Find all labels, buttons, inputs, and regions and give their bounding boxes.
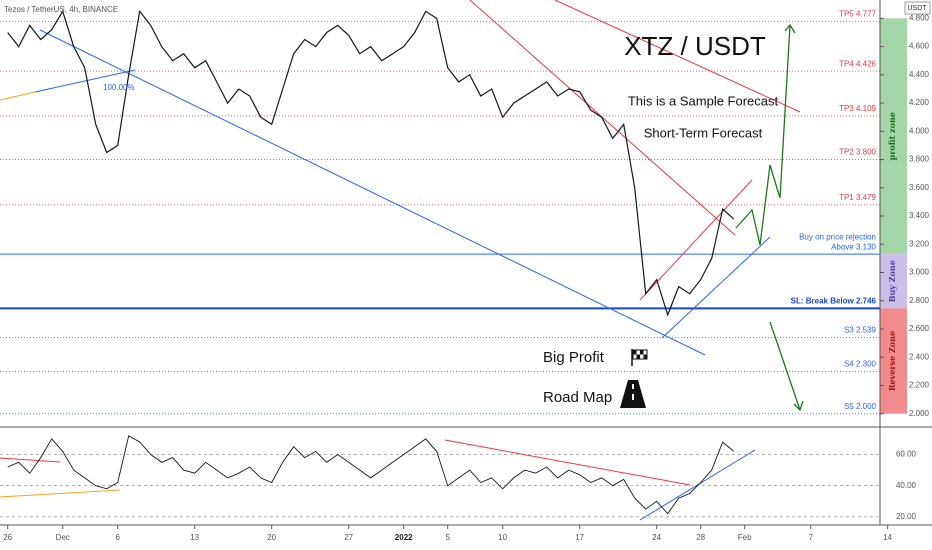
level-label: SL: Break Below 2.746: [791, 296, 877, 305]
forecast-path: [735, 24, 791, 246]
level-label: TP4 4.426: [839, 59, 876, 68]
x-tick-label: 17: [575, 533, 584, 542]
y-tick-label: 4.000: [909, 126, 930, 135]
arrow-head: [793, 400, 804, 412]
x-tick-label: 20: [267, 533, 276, 542]
y-tick-label: 60.00: [896, 450, 917, 459]
trend-line: [0, 91, 36, 101]
level-label: S5 2.000: [844, 402, 877, 411]
x-tick-label: 10: [498, 533, 507, 542]
x-tick-label: 2022: [395, 533, 413, 542]
annotation: This is a Sample Forecast: [628, 93, 779, 108]
trend-line: [444, 439, 691, 486]
series-line: [7, 9, 735, 317]
level-label: Above 3.130: [831, 242, 876, 251]
zone: [880, 308, 907, 414]
zone: [880, 18, 907, 255]
trend-line: [39, 29, 706, 356]
x-tick-label: 28: [696, 533, 705, 542]
trend-line: [661, 236, 771, 339]
y-tick-label: 2.200: [909, 381, 930, 390]
y-tick-label: 2.600: [909, 324, 930, 333]
level-label: TP3 4.109: [839, 104, 876, 113]
y-tick-label: 20.00: [896, 512, 917, 521]
forecast-down: [769, 321, 801, 411]
y-tick-label: 3.600: [909, 183, 930, 192]
levels: profit zone Buy Zone Reverse Zone TP5 4.777…: [0, 10, 907, 415]
y-tick-label: 4.800: [909, 13, 930, 22]
x-tick-label: Feb: [738, 533, 752, 542]
y-tick-label: 2.400: [909, 352, 930, 361]
trend-line: [0, 457, 61, 463]
level-label: TP2 3.800: [839, 148, 876, 157]
rsi-panel: 20.00 40.00 60.00 26 Dec 6 13 20 27 2022 5 10 17 24 28…: [0, 435, 917, 542]
x-tick-label: 26: [3, 533, 12, 542]
y-tick-label: 3.800: [909, 155, 930, 164]
price-panel: 2.000 2.200 2.400 2.600 2.800 3.000 3.200 3.400…: [7, 9, 930, 418]
annotation: Short-Term Forecast: [644, 125, 763, 140]
x-tick-label: 7: [808, 533, 813, 542]
trend-line: [0, 489, 121, 498]
zone-label: Buy Zone: [887, 260, 897, 302]
heading: XTZ / USDT: [624, 31, 766, 61]
zone: [880, 254, 907, 309]
x-tick-label: 13: [190, 533, 199, 542]
level-label: TP5 4.777: [839, 10, 876, 19]
y-tick-label: 4.200: [909, 98, 930, 107]
y-tick-label: 3.000: [909, 268, 930, 277]
annotation: Road Map: [543, 389, 612, 406]
x-tick-label: 27: [344, 533, 353, 542]
x-tick-label: 14: [883, 533, 892, 542]
y-tick-label: 3.400: [909, 211, 930, 220]
road-icon: [620, 380, 646, 408]
trend-line: [639, 449, 756, 521]
x-tick-label: Dec: [56, 533, 70, 542]
zone-label: profit zone: [887, 112, 897, 160]
level-label: TP1 3.479: [839, 193, 876, 202]
trend-line: [34, 69, 136, 93]
x-tick-label: 24: [652, 533, 661, 542]
chart-title: Tezos / TetherUS, 4h, BINANCE: [4, 5, 118, 14]
flag-icon: [631, 349, 648, 366]
trend-line: [639, 179, 753, 301]
trend-line: [554, 0, 801, 113]
annotation: Big Profit: [543, 349, 605, 366]
fib-label: 100.00%: [103, 83, 135, 92]
y-tick-label: 4.400: [909, 70, 930, 79]
x-tick-label: 6: [115, 533, 120, 542]
arrow-head: [784, 23, 796, 34]
level-label: S4 2.300: [844, 359, 877, 368]
y-tick-label: 2.800: [909, 296, 930, 305]
currency-box: [904, 1, 931, 15]
level-note: Buy on price rejection: [799, 232, 876, 241]
y-tick-label: 40.00: [896, 481, 917, 490]
y-tick-label: 3.200: [909, 239, 930, 248]
y-tick-label: 4.600: [909, 42, 930, 51]
y-tick-label: 2.000: [909, 409, 930, 418]
currency: USDT: [907, 5, 927, 12]
level-label: S3 2.539: [844, 326, 877, 335]
zone-label: Reverse Zone: [887, 331, 897, 391]
series-line: [7, 435, 734, 515]
forecast-arrows: [735, 23, 804, 412]
x-tick-label: 5: [445, 533, 450, 542]
